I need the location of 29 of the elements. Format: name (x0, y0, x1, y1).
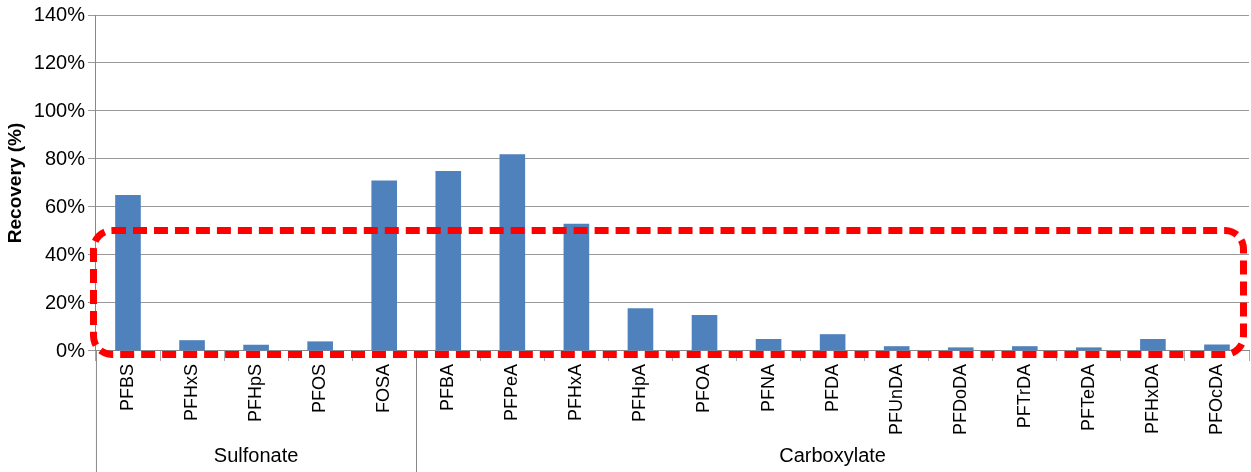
y-tick-label: 40% (44, 242, 86, 265)
text: Sulfonate (213, 443, 299, 466)
y-tick-label: 20% (44, 290, 86, 313)
x-tick-label: PFTeDA (1077, 363, 1098, 432)
y-tick-label: 60% (44, 194, 86, 217)
x-tick-label: FOSA (373, 363, 394, 413)
x-tick-label: PFHpA (629, 363, 650, 423)
x-tick-label: PFBA (437, 363, 458, 411)
x-tick-label: PFOA (693, 363, 714, 413)
x-tick-label: PFDA (821, 363, 842, 412)
text: Carboxylate (779, 443, 886, 466)
x-tick-label: PFTrDA (1013, 363, 1034, 429)
y-tick-label: 80% (44, 146, 86, 169)
x-tick-label: PFHxS (181, 363, 202, 421)
x-tick-label: PFOcDA (1205, 363, 1226, 435)
x-tick-label: PFNA (757, 363, 778, 412)
x-tick-label: PFPeA (501, 363, 522, 422)
y-tick-label: 0% (56, 338, 86, 361)
y-axis-title: Recovery (%) (3, 122, 25, 244)
y-tick-label: 120% (33, 50, 86, 73)
x-tick-label: PFDoDA (949, 363, 970, 435)
x-tick-label: PFUnDA (885, 363, 906, 435)
x-tick-label: PFHxDA (1141, 363, 1162, 434)
x-tick-label: PFHpS (245, 363, 266, 423)
y-tick-label: 140% (33, 2, 86, 25)
x-tick-label: PFHxA (565, 363, 586, 421)
y-tick-label: 100% (33, 98, 86, 121)
x-tick-label: PFOS (309, 363, 330, 413)
x-tick-label: PFBS (116, 363, 137, 411)
